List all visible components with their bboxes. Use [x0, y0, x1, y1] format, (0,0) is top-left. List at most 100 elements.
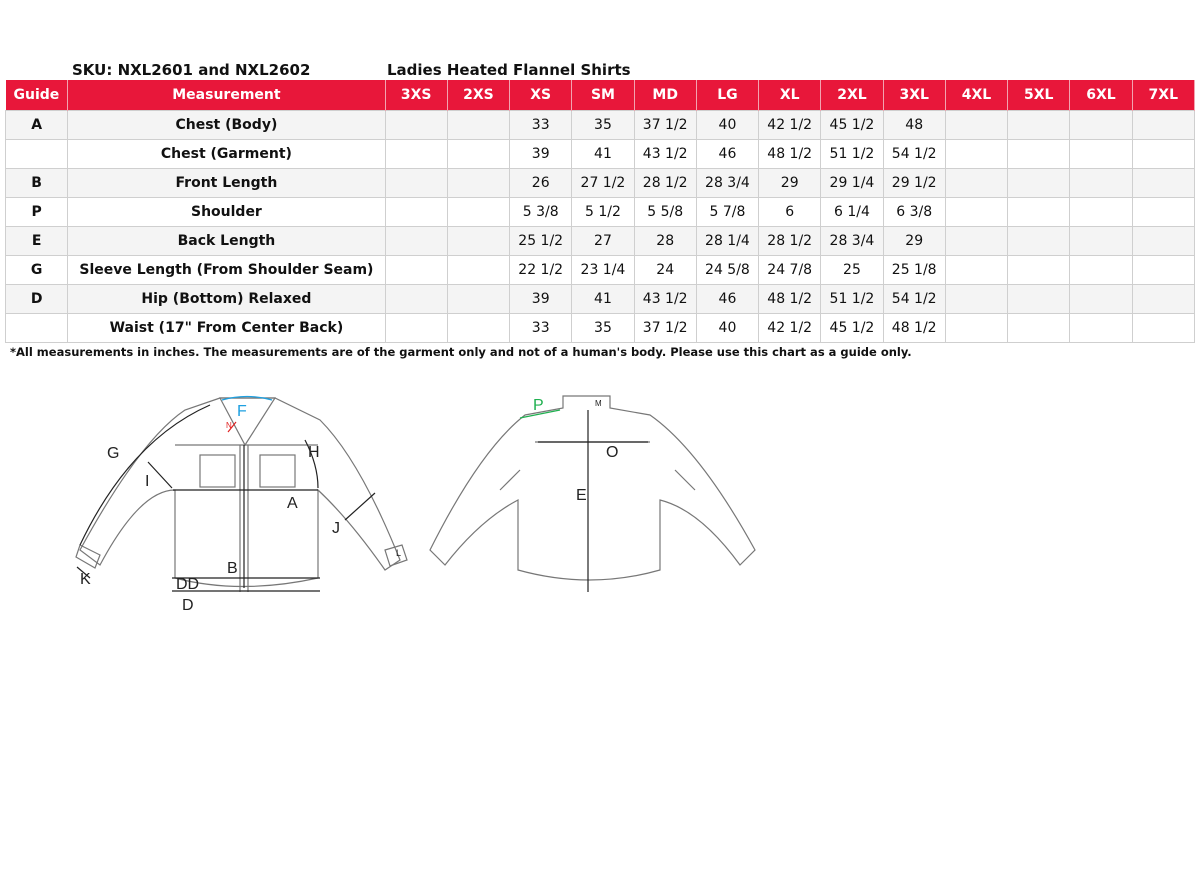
- label-H: H: [308, 444, 320, 461]
- measurement-note: *All measurements in inches. The measure…: [10, 345, 912, 359]
- label-M: M: [595, 399, 602, 408]
- column-header: LG: [696, 80, 760, 111]
- column-header: 4XL: [945, 80, 1009, 111]
- size-value-cell: [1069, 313, 1133, 343]
- size-value-cell: 6 1/4: [820, 197, 884, 227]
- column-header: Measurement: [67, 80, 386, 111]
- table-row: P Shoulder 5 3/8 5 1/2 5 5/8 5 7/8 6 6 1/4 6 3/8: [4, 197, 1196, 227]
- size-value-cell: 46: [695, 139, 760, 169]
- size-value-cell: 28 1/2: [758, 226, 822, 256]
- guide-cell: P: [4, 197, 69, 227]
- size-value-cell: [1069, 284, 1133, 314]
- size-value-cell: [1069, 168, 1133, 198]
- size-value-cell: 41: [571, 284, 635, 314]
- size-value-cell: 40: [695, 313, 760, 343]
- size-value-cell: 40: [695, 110, 760, 140]
- size-value-cell: 48 1/2: [758, 284, 822, 314]
- size-value-cell: [944, 168, 1009, 198]
- size-value-cell: 29: [882, 226, 946, 256]
- size-value-cell: 29 1/2: [882, 168, 946, 198]
- measurement-cell: Front Length: [67, 168, 386, 198]
- size-value-cell: 28: [633, 226, 697, 256]
- column-header: 2XL: [820, 80, 884, 111]
- size-value-cell: 48 1/2: [758, 139, 822, 169]
- size-value-cell: [446, 139, 511, 169]
- size-value-cell: 5 1/2: [571, 197, 635, 227]
- size-value-cell: 27: [571, 226, 635, 256]
- front-shirt-drawing: [75, 395, 408, 592]
- size-value-cell: [1069, 139, 1133, 169]
- label-DD: DD: [176, 576, 199, 593]
- size-value-cell: [384, 226, 448, 256]
- column-header: 6XL: [1069, 80, 1133, 111]
- size-value-cell: 39: [509, 284, 573, 314]
- size-value-cell: 23 1/4: [571, 255, 635, 285]
- size-value-cell: 28 1/2: [633, 168, 697, 198]
- size-value-cell: 37 1/2: [633, 313, 697, 343]
- header-row: Guide Measurement 3XS 2XS XS SM MD LG XL 2XL 3XL 4X…: [5, 80, 1196, 111]
- measurement-cell: Shoulder: [67, 197, 386, 227]
- size-value-cell: [944, 197, 1009, 227]
- guide-cell: [4, 313, 69, 343]
- size-value-cell: 45 1/2: [820, 110, 884, 140]
- size-value-cell: 29: [758, 168, 822, 198]
- chart-title: Ladies Heated Flannel Shirts: [387, 61, 631, 79]
- size-value-cell: 5 3/8: [509, 197, 573, 227]
- size-value-cell: 37 1/2: [633, 110, 697, 140]
- size-value-cell: 48 1/2: [882, 313, 946, 343]
- size-value-cell: 29 1/4: [820, 168, 884, 198]
- size-value-cell: 54 1/2: [882, 139, 946, 169]
- label-E: E: [576, 487, 587, 504]
- size-value-cell: [1007, 226, 1071, 256]
- size-value-cell: 6 3/8: [882, 197, 946, 227]
- size-value-cell: [446, 110, 511, 140]
- table-row: Waist (17" From Center Back) 33 35 37 1/2 40…: [4, 313, 1196, 343]
- size-value-cell: [1131, 168, 1196, 198]
- size-value-cell: [1131, 313, 1196, 343]
- column-header: SM: [571, 80, 635, 111]
- size-value-cell: 48: [882, 110, 946, 140]
- column-header: 2XS: [447, 80, 511, 111]
- column-header: MD: [634, 80, 697, 111]
- guide-cell: D: [4, 284, 69, 314]
- column-header: 3XS: [385, 80, 448, 111]
- table-row: B Front Length 26 27 1/2 28 1/2 28 3/4 29 29 1/…: [4, 168, 1196, 198]
- size-value-cell: [1131, 226, 1196, 256]
- label-O: O: [606, 444, 618, 461]
- size-value-cell: [1007, 313, 1071, 343]
- column-header: 3XL: [883, 80, 946, 111]
- size-value-cell: 42 1/2: [758, 313, 822, 343]
- label-D: D: [182, 597, 194, 614]
- column-header: XS: [509, 80, 573, 111]
- size-value-cell: [384, 139, 448, 169]
- size-value-cell: 24 7/8: [758, 255, 822, 285]
- label-J: J: [332, 520, 340, 537]
- measurement-cell: Chest (Body): [67, 110, 386, 140]
- column-header: 5XL: [1007, 80, 1071, 111]
- label-N: N: [226, 421, 232, 430]
- size-value-cell: [1069, 110, 1133, 140]
- size-value-cell: 28 3/4: [820, 226, 884, 256]
- column-header: Guide: [5, 80, 69, 111]
- size-value-cell: [1007, 110, 1071, 140]
- size-value-cell: 45 1/2: [820, 313, 884, 343]
- size-value-cell: 46: [695, 284, 760, 314]
- column-header: 7XL: [1132, 80, 1196, 111]
- label-L: L: [396, 548, 401, 558]
- size-value-cell: [944, 284, 1009, 314]
- size-value-cell: [944, 139, 1009, 169]
- size-value-cell: 39: [509, 139, 573, 169]
- size-value-cell: 35: [571, 313, 635, 343]
- guide-cell: E: [4, 226, 69, 256]
- guide-cell: B: [4, 168, 69, 198]
- measurement-cell: Back Length: [67, 226, 386, 256]
- label-A: A: [287, 495, 298, 512]
- label-K: K: [80, 571, 91, 588]
- size-value-cell: 43 1/2: [633, 139, 697, 169]
- size-value-cell: [1007, 197, 1071, 227]
- size-value-cell: [944, 313, 1009, 343]
- size-value-cell: [1131, 110, 1196, 140]
- back-shirt-drawing: [429, 395, 756, 592]
- size-value-cell: 28 3/4: [695, 168, 760, 198]
